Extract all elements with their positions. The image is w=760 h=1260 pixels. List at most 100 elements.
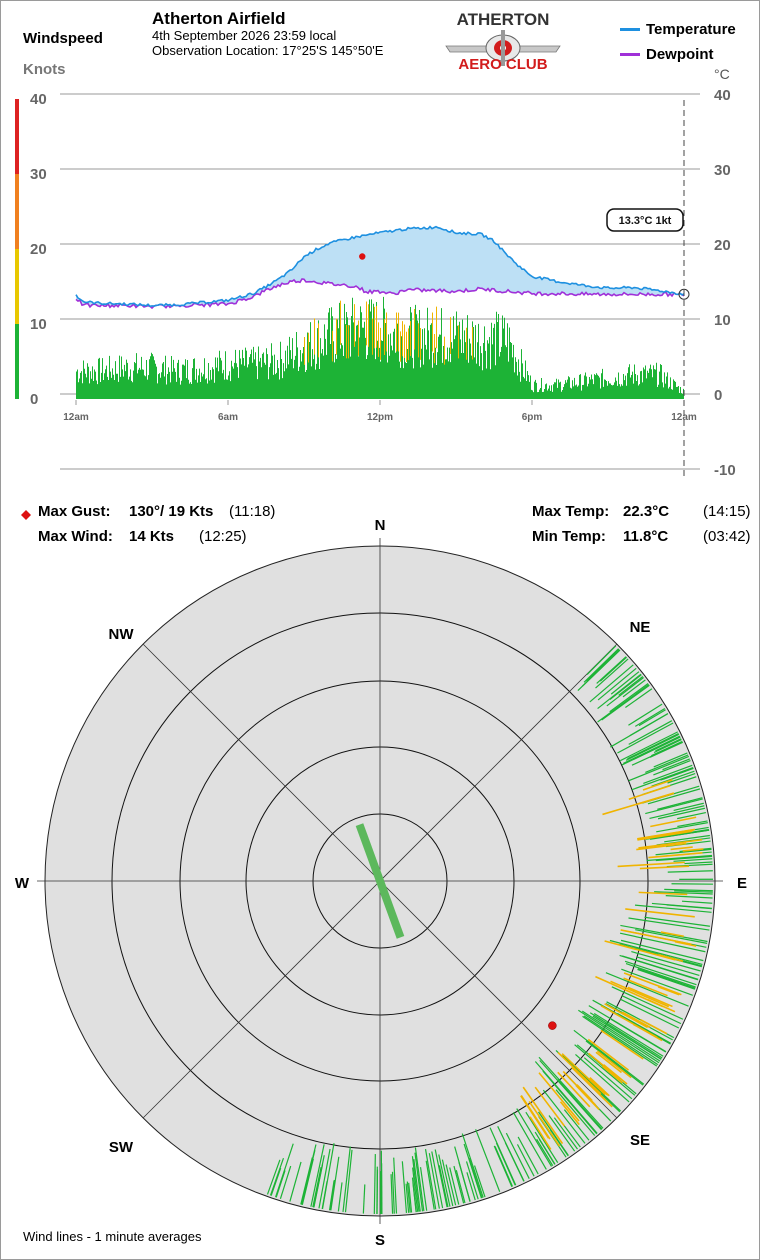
gust-direction-line xyxy=(625,908,695,918)
wind-direction-line xyxy=(619,731,679,762)
wind-direction-line xyxy=(313,1155,325,1208)
gust-direction-line xyxy=(528,1100,561,1147)
temperature-line xyxy=(75,225,685,308)
wind-direction-line xyxy=(269,1157,285,1196)
weather-time-series-chart: -10 0 10 20 30 40 0 10 20 30 40 12am 6am 12pm 6pm 12am 1… xyxy=(15,87,736,479)
wind-direction-line xyxy=(589,664,634,703)
max-gust-marker-key xyxy=(21,507,31,520)
wind-direction-line xyxy=(625,963,696,988)
gust-direction-line xyxy=(596,1050,632,1079)
wind-direction-line xyxy=(673,858,713,862)
wind-direction-line xyxy=(681,900,713,904)
wind-direction-line xyxy=(597,667,637,701)
wind-direction-line xyxy=(606,677,644,707)
wind-direction-line xyxy=(638,709,666,727)
wind-direction-line xyxy=(684,861,713,865)
wind-direction-line xyxy=(596,656,627,684)
wind-direction-line xyxy=(431,1151,444,1209)
wind-direction-line xyxy=(655,848,712,856)
gust-direction-line xyxy=(647,998,676,1013)
wind-direction-line xyxy=(628,917,710,931)
wind-direction-line xyxy=(628,720,673,745)
wind-direction-line xyxy=(342,1146,351,1213)
wind-direction-line xyxy=(610,1018,667,1053)
wind-direction-line xyxy=(631,950,701,972)
wind-direction-line xyxy=(406,1181,411,1213)
wind-direction-line xyxy=(651,902,712,910)
wind-direction-line xyxy=(619,954,699,981)
min-temp-time: (03:42) xyxy=(703,528,751,545)
wind-direction-line xyxy=(585,1040,644,1086)
wind-rose-spoke xyxy=(379,880,618,1119)
wind-direction-line xyxy=(362,1184,366,1214)
wind-direction-line xyxy=(621,995,682,1025)
wind-direction-line xyxy=(328,1180,335,1211)
wind-direction-line xyxy=(493,1145,513,1188)
wind-direction-line xyxy=(620,998,680,1029)
gust-direction-line xyxy=(617,861,685,868)
wind-direction-line xyxy=(583,1057,633,1100)
direction-label-nw: NW xyxy=(109,626,135,643)
temp-tick-label: 20 xyxy=(714,237,731,254)
wind-direction-line xyxy=(628,703,663,726)
wind-direction-line xyxy=(624,960,697,986)
wind-direction-line xyxy=(573,1029,645,1085)
wind-direction-line xyxy=(428,1153,440,1209)
wind-direction-line xyxy=(646,854,713,862)
wind-direction-line xyxy=(634,707,666,727)
temp-tick-label: 10 xyxy=(714,312,731,329)
max-temp-value: 22.3°C xyxy=(623,503,670,520)
wind-scale-band xyxy=(15,249,19,324)
gust-direction-line xyxy=(588,1077,609,1096)
gust-direction-line xyxy=(561,1053,606,1096)
wind-direction-line xyxy=(651,770,695,787)
x-tick-label: 6pm xyxy=(522,412,543,423)
gust-direction-line xyxy=(648,852,703,859)
wind-direction-line xyxy=(583,1015,659,1066)
direction-label-e: E xyxy=(737,875,747,892)
x-tick-label: 12am xyxy=(63,412,89,423)
wind-direction-line xyxy=(536,1138,554,1167)
wind-direction-line xyxy=(275,1170,286,1198)
wind-direction-line xyxy=(438,1154,451,1207)
wind-scale-band xyxy=(15,174,19,249)
wind-direction-line xyxy=(390,1174,394,1214)
wind-direction-line xyxy=(653,752,688,768)
temp-tick-label: 0 xyxy=(714,387,722,404)
wind-direction-line xyxy=(627,732,679,760)
wind-rose-spoke xyxy=(142,880,381,1119)
observation-date: 4th September 2026 23:59 local xyxy=(152,28,337,43)
windspeed-axis-title: Windspeed xyxy=(23,30,103,47)
gust-direction-line xyxy=(674,940,697,947)
wind-direction-line xyxy=(653,739,682,754)
current-reading-label: 13.3°C 1kt xyxy=(619,215,672,227)
logo-text-bottom: AERO CLUB xyxy=(458,56,547,73)
wind-tick-label: 0 xyxy=(30,391,38,408)
wind-tick-label: 10 xyxy=(30,316,47,333)
wind-tick-label: 20 xyxy=(30,241,47,258)
legend-dewpoint-swatch xyxy=(620,53,640,56)
wind-direction-line xyxy=(512,1112,547,1170)
gust-direction-line xyxy=(603,1064,628,1085)
wind-direction-line xyxy=(620,939,704,962)
wind-direction-line xyxy=(592,1015,662,1060)
wind-direction-line xyxy=(424,1149,437,1210)
wind-direction-line xyxy=(575,1053,630,1103)
wind-direction-line xyxy=(665,895,713,899)
legend-dewpoint-label: Dewpoint xyxy=(646,46,714,63)
wind-direction-line xyxy=(673,802,704,812)
wind-direction-line xyxy=(668,829,710,837)
wind-direction-line xyxy=(548,1115,576,1152)
wind-direction-line xyxy=(466,1172,476,1201)
logo-text-top: ATHERTON xyxy=(457,10,550,29)
wind-direction-line xyxy=(633,736,681,760)
min-temp-value: 11.8°C xyxy=(623,528,669,545)
wind-direction-line xyxy=(644,916,710,927)
gust-direction-line xyxy=(534,1086,565,1127)
wind-direction-line xyxy=(654,891,713,895)
wind-direction-line xyxy=(593,1013,664,1057)
gust-direction-line xyxy=(643,829,693,839)
gust-direction-line xyxy=(604,1003,649,1029)
wind-direction-line xyxy=(597,673,642,710)
gust-direction-line xyxy=(623,977,668,997)
